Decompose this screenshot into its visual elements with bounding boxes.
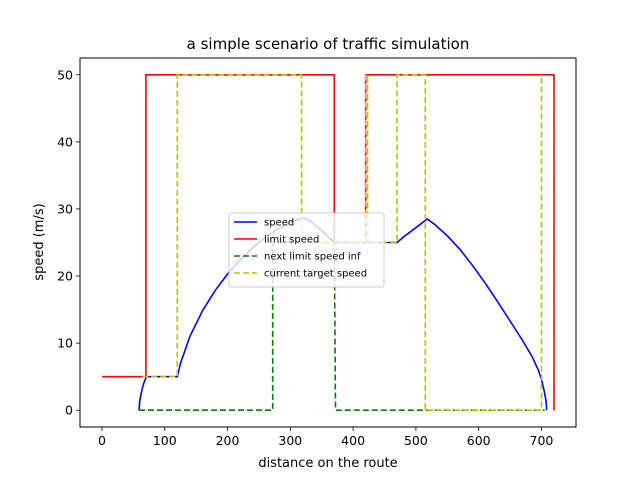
- x-axis-label: distance on the route: [258, 456, 397, 471]
- plot-frame: [79, 57, 577, 428]
- legend-label: limit speed: [264, 235, 319, 246]
- x-tick-label: 500: [404, 433, 428, 448]
- x-tick-label: 200: [216, 433, 240, 448]
- x-axis: 0 100 200 300 400 500 600 700: [98, 427, 553, 448]
- x-tick-label: 700: [530, 433, 554, 448]
- legend-label: speed: [264, 218, 294, 229]
- x-tick-label: 300: [278, 433, 302, 448]
- chart-title: a simple scenario of traffic simulation: [187, 35, 470, 53]
- y-tick-label: 50: [57, 67, 73, 82]
- y-tick-label: 0: [65, 403, 73, 418]
- y-axis: 0 10 20 30 40 50: [57, 67, 80, 418]
- y-tick-label: 10: [57, 336, 73, 351]
- x-tick-label: 100: [153, 433, 177, 448]
- legend-box: [228, 212, 385, 288]
- legend-label: next limit speed inf: [264, 252, 361, 263]
- x-tick-label: 400: [341, 433, 365, 448]
- series-line-current-target-speed: [142, 74, 543, 411]
- y-tick-label: 20: [57, 269, 73, 284]
- y-tick-label: 40: [57, 134, 73, 149]
- x-tick-label: 0: [98, 433, 106, 448]
- y-tick-label: 30: [57, 201, 73, 216]
- y-axis-label: speed (m/s): [32, 203, 47, 280]
- legend-label: current target speed: [264, 269, 367, 280]
- x-tick-label: 600: [467, 433, 491, 448]
- legend: speed limit speed next limit speed inf curr…: [228, 212, 385, 288]
